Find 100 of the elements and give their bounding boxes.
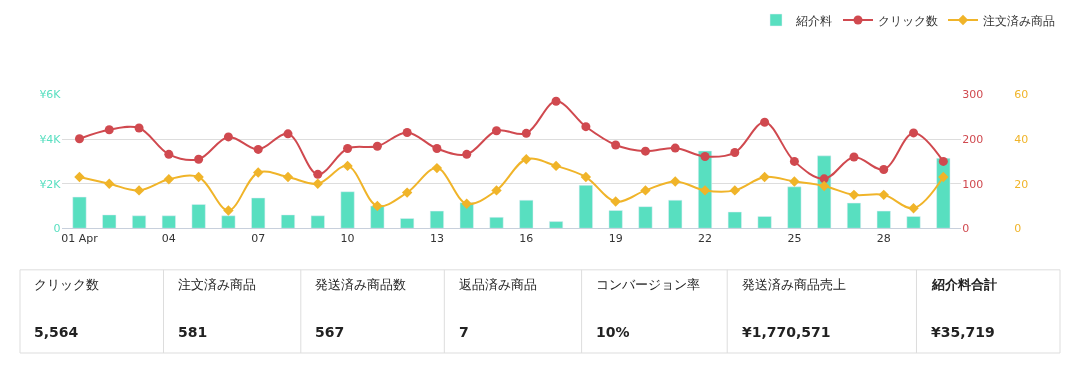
text: 注文済み商品 (178, 277, 256, 292)
point (253, 144, 263, 154)
bar (638, 206, 653, 229)
point (282, 171, 294, 183)
bar (281, 214, 295, 229)
point (343, 144, 353, 154)
text: 5,564 (34, 324, 79, 340)
point (342, 160, 353, 172)
legend-label: クリック数 (878, 13, 938, 28)
point (938, 156, 948, 166)
point (283, 129, 293, 139)
text: ¥1,770,571 (742, 324, 831, 340)
point (908, 203, 919, 214)
point (849, 152, 859, 162)
bar (251, 197, 266, 229)
x-tick-label: 28 (876, 232, 891, 246)
bar (489, 217, 504, 229)
point (521, 154, 532, 165)
point (193, 171, 204, 183)
text: 581 (178, 324, 208, 340)
bar (876, 210, 891, 229)
text: 567 (315, 324, 345, 340)
y2-tick-label: 300 (962, 88, 984, 102)
bar (370, 205, 385, 229)
point (551, 96, 561, 106)
x-tick-label: 07 (251, 232, 266, 246)
y-tick-label: ¥6K (39, 88, 62, 102)
point (134, 123, 144, 133)
y3-tick-label: 20 (1014, 177, 1029, 191)
text: 返品済み商品 (459, 277, 537, 292)
bar (400, 218, 415, 229)
point (611, 140, 621, 150)
x-tick-label: 10 (340, 232, 355, 246)
bar (727, 211, 742, 229)
point (610, 196, 621, 207)
bar (847, 202, 861, 229)
point (760, 117, 770, 127)
point (879, 164, 889, 174)
point (670, 143, 680, 153)
text: 7 (459, 324, 469, 340)
point (163, 174, 175, 185)
point (729, 185, 741, 196)
bar (429, 210, 444, 229)
point (699, 185, 711, 196)
bar (906, 216, 921, 229)
bar (72, 196, 87, 229)
bar (668, 199, 683, 229)
text: ¥35,719 (931, 324, 995, 340)
point (462, 149, 472, 159)
bar (340, 191, 355, 229)
text: 紹介料合計 (931, 277, 997, 292)
bar (519, 199, 534, 229)
text: 10% (596, 324, 630, 340)
y3-tick-label: 0 (1014, 222, 1022, 236)
point (133, 185, 145, 196)
bar (787, 186, 802, 229)
legend-label: 紹介料 (795, 13, 832, 28)
y2-tick-label: 100 (962, 177, 984, 191)
point (848, 189, 860, 201)
point (818, 180, 830, 192)
point (164, 149, 174, 159)
bar (191, 204, 206, 229)
text: コンバージョン率 (596, 277, 700, 292)
point (372, 200, 383, 212)
bar (132, 215, 146, 229)
text: 発送済み商品売上 (742, 277, 846, 292)
text: クリック数 (34, 277, 99, 292)
point (640, 185, 651, 196)
point (909, 128, 919, 138)
y-tick-label: ¥4K (39, 133, 62, 147)
bar (578, 185, 593, 229)
point (581, 122, 591, 132)
x-tick-label: 01 Apr (61, 232, 99, 246)
point (789, 156, 799, 166)
point (492, 126, 502, 136)
point (401, 187, 413, 198)
point (312, 178, 323, 189)
bar (757, 216, 772, 229)
x-tick-label: 13 (429, 232, 444, 246)
bar (161, 215, 176, 229)
point (878, 189, 889, 201)
y-tick-label: ¥2K (39, 177, 62, 191)
bar (608, 210, 623, 229)
point (432, 144, 442, 154)
point (580, 171, 592, 183)
y2-tick-label: 0 (962, 222, 970, 236)
x-tick-label: 19 (608, 232, 623, 246)
y3-tick-label: 40 (1014, 133, 1029, 147)
x-tick-label: 25 (787, 232, 802, 246)
point (402, 127, 412, 137)
bar (310, 215, 325, 229)
point (730, 148, 740, 158)
point (194, 154, 204, 164)
y2-tick-label: 200 (962, 133, 984, 147)
point (550, 160, 562, 172)
point (431, 162, 443, 174)
point (74, 134, 84, 144)
point (74, 171, 85, 183)
point (759, 171, 770, 183)
point (461, 198, 472, 209)
